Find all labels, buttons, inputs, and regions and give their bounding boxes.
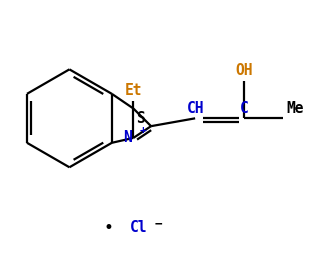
Text: N: N [123, 130, 132, 146]
Text: S: S [136, 111, 145, 127]
Text: OH: OH [235, 63, 253, 78]
Text: Me: Me [286, 101, 304, 116]
Text: Cl: Cl [130, 221, 148, 235]
Text: •: • [104, 219, 114, 237]
Text: +: + [139, 125, 146, 135]
Text: Et: Et [125, 83, 142, 98]
Text: C: C [240, 101, 248, 116]
Text: CH: CH [186, 101, 204, 116]
Text: −: − [155, 218, 162, 231]
